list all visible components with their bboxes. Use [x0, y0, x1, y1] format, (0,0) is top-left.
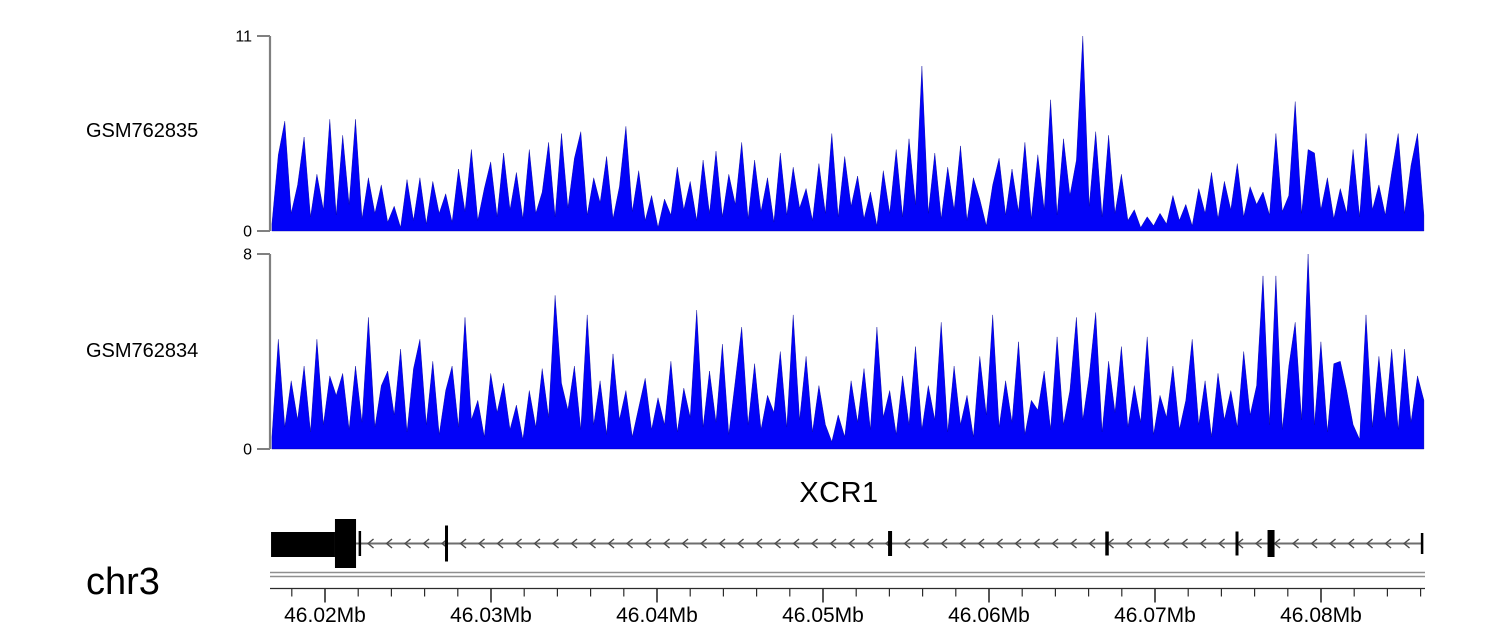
strand-arrow-icon: [1384, 538, 1392, 549]
strand-arrow-icon: [699, 538, 707, 549]
strand-arrow-icon: [903, 538, 911, 549]
strand-arrow-icon: [570, 538, 578, 549]
strand-arrow-icon: [921, 538, 929, 549]
genome-axis-tick-label: 46.02Mb: [284, 604, 366, 627]
strand-arrow-icon: [958, 538, 966, 549]
strand-arrow-icon: [385, 538, 393, 549]
strand-arrow-icon: [1051, 538, 1059, 549]
strand-arrow-icon: [588, 538, 596, 549]
strand-arrow-icon: [866, 538, 874, 549]
strand-arrow-icon: [755, 538, 763, 549]
genome-axis-tick-label: 46.04Mb: [616, 604, 698, 627]
strand-arrow-icon: [847, 538, 855, 549]
strand-arrow-icon: [477, 538, 485, 549]
strand-arrow-icon: [736, 538, 744, 549]
strand-arrow-icon: [607, 538, 615, 549]
gene-exon-tick: [1267, 530, 1275, 557]
gene-cds-box: [334, 519, 357, 568]
strand-arrow-icon: [551, 538, 559, 549]
strand-arrow-icon: [1310, 538, 1318, 549]
strand-arrow-icon: [1032, 538, 1040, 549]
genome-axis-tick-label: 46.03Mb: [450, 604, 532, 627]
strand-arrow-icon: [1180, 538, 1188, 549]
y-axis-tick-label: 0: [243, 224, 252, 241]
gene-exon-tick: [1105, 531, 1109, 556]
gene-exon-tick: [1235, 531, 1239, 556]
strand-arrow-icon: [1125, 538, 1133, 549]
gene-exon-tick: [358, 531, 362, 556]
signal-area-gsm762835: [271, 35, 1425, 232]
strand-arrow-icon: [681, 538, 689, 549]
genome-axis-tick-label: 46.05Mb: [782, 604, 864, 627]
strand-arrow-icon: [1069, 538, 1077, 549]
strand-arrow-icon: [459, 538, 467, 549]
strand-arrow-icon: [829, 538, 837, 549]
strand-arrow-icon: [792, 538, 800, 549]
strand-arrow-icon: [1162, 538, 1170, 549]
gene-utr-box: [271, 532, 335, 557]
genome-axis-tick-label: 46.08Mb: [1280, 604, 1362, 627]
chromosome-label: chr3: [86, 561, 160, 603]
strand-arrow-icon: [625, 538, 633, 549]
strand-arrow-icon: [718, 538, 726, 549]
gene-exon-tick: [1420, 533, 1424, 554]
track-label-gsm762835: GSM762835: [86, 120, 199, 142]
strand-arrow-icon: [1365, 538, 1373, 549]
strand-arrow-icon: [533, 538, 541, 549]
gene-exon-tick: [445, 525, 449, 562]
strand-arrow-icon: [514, 538, 522, 549]
y-axis-tick-label: 11: [235, 29, 252, 46]
genome-axis-tick-label: 46.06Mb: [948, 604, 1030, 627]
strand-arrow-icon: [1402, 538, 1410, 549]
strand-arrow-icon: [1254, 538, 1262, 549]
strand-arrow-icon: [1273, 538, 1281, 549]
strand-arrow-icon: [662, 538, 670, 549]
strand-arrow-icon: [810, 538, 818, 549]
signal-area-gsm762834: [271, 253, 1425, 450]
strand-arrow-icon: [1014, 538, 1022, 549]
strand-arrow-icon: [1217, 538, 1225, 549]
strand-arrow-icon: [1143, 538, 1151, 549]
y-axis-tick-label: 8: [243, 247, 252, 264]
strand-arrow-icon: [403, 538, 411, 549]
strand-arrow-icon: [1088, 538, 1096, 549]
strand-arrow-icon: [1347, 538, 1355, 549]
strand-arrow-icon: [422, 538, 430, 549]
strand-arrow-icon: [940, 538, 948, 549]
strand-arrow-icon: [644, 538, 652, 549]
y-axis-tick-label: 0: [243, 442, 252, 459]
gene-name-label: XCR1: [799, 477, 879, 509]
strand-arrow-icon: [977, 538, 985, 549]
genome-axis-tick-label: 46.07Mb: [1114, 604, 1196, 627]
strand-arrow-icon: [995, 538, 1003, 549]
strand-arrow-icon: [773, 538, 781, 549]
strand-arrow-icon: [1328, 538, 1336, 549]
track-label-gsm762834: GSM762834: [86, 340, 199, 362]
strand-arrow-icon: [366, 538, 374, 549]
strand-arrow-icon: [496, 538, 504, 549]
gene-exon-tick: [888, 531, 893, 556]
strand-arrow-icon: [1291, 538, 1299, 549]
strand-arrow-icon: [1199, 538, 1207, 549]
